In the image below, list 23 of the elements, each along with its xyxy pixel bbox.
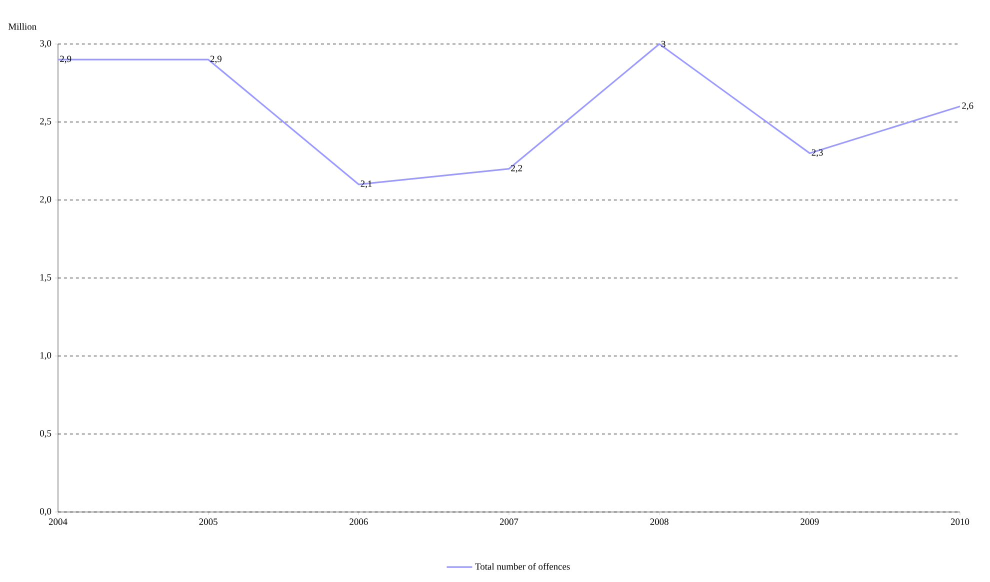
x-tick-label: 2005 [199, 518, 218, 525]
data-label: 2,2 [511, 164, 522, 173]
y-tick-label: 0,0 [40, 508, 52, 516]
y-tick-label: 0,5 [40, 430, 52, 438]
data-label: 2,6 [962, 102, 974, 110]
x-tick-label: 2007 [500, 518, 518, 525]
data-label: 3 [661, 40, 666, 48]
x-tick-label: 2006 [350, 518, 368, 525]
data-label: 2,1 [360, 180, 372, 188]
y-tick-label: 3,0 [40, 40, 52, 48]
legend-label: Total number of offences [475, 562, 570, 570]
y-tick-label: 2,5 [40, 118, 52, 126]
y-axis-title: Million [8, 23, 36, 30]
x-tick-label: 2010 [950, 518, 970, 525]
data-label: 2,9 [210, 56, 222, 64]
x-tick-label: 2009 [800, 518, 819, 525]
y-tick-label: 2,0 [40, 196, 52, 204]
x-tick-label: 2004 [48, 518, 68, 525]
x-tick-label: 2008 [650, 518, 668, 525]
y-tick-label: 1,5 [40, 274, 52, 282]
data-label: 2,3 [812, 149, 823, 158]
data-label: 2,9 [60, 56, 72, 64]
y-tick-label: 1,0 [40, 352, 52, 360]
